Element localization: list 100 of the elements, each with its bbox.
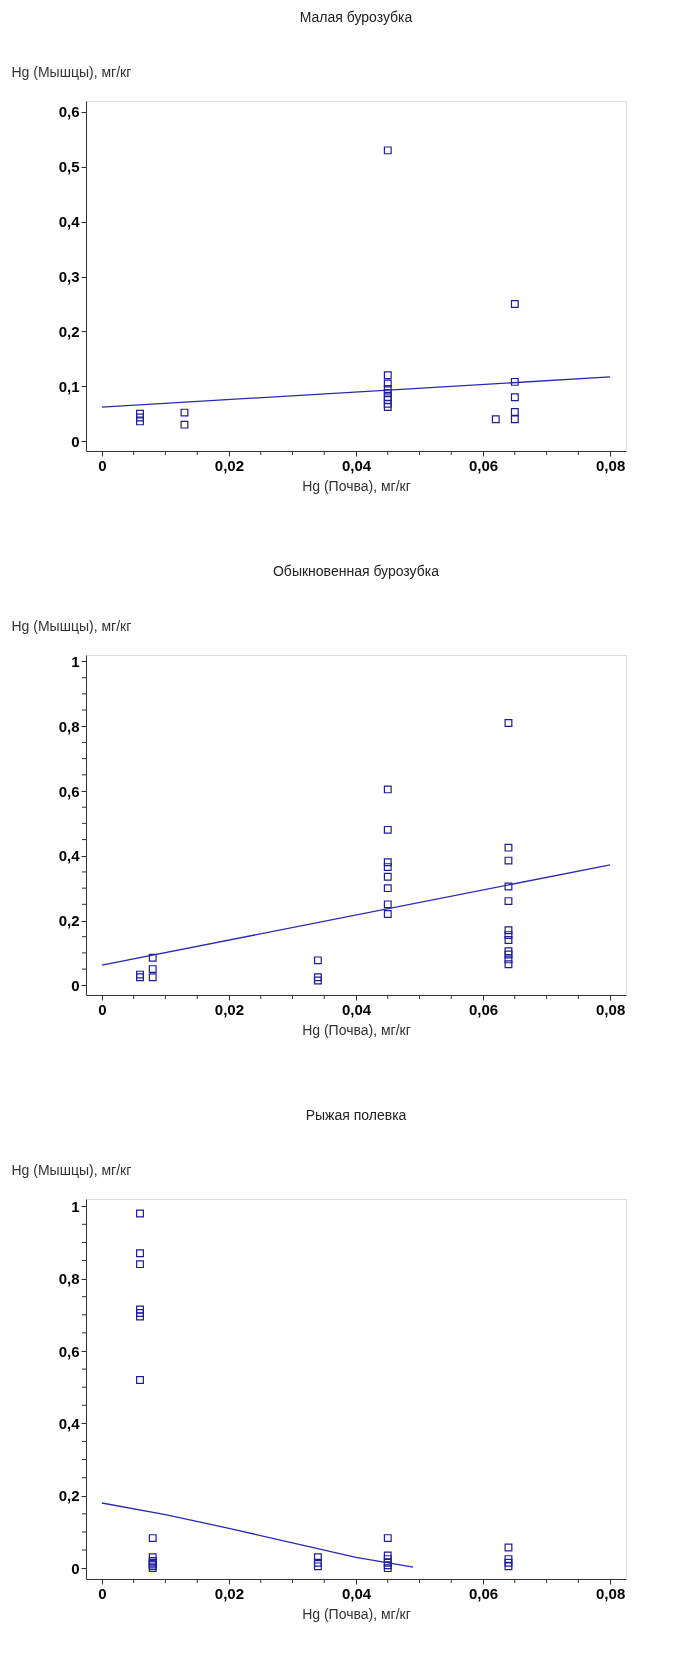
- point: [504, 1555, 513, 1564]
- x-tick-label: 0,06: [468, 1000, 499, 1018]
- y-tick-label: 0: [71, 976, 80, 994]
- point: [383, 1564, 392, 1573]
- point: [136, 413, 144, 422]
- chart-title: Малая бурозубка: [299, 9, 413, 25]
- point: [148, 1534, 157, 1543]
- point: [504, 931, 513, 940]
- x-tick-label: 0,04: [341, 1584, 372, 1602]
- point: [383, 379, 392, 388]
- y-tick-label: 0,6: [58, 782, 80, 800]
- point: [180, 408, 189, 417]
- y-tick-label: 0,4: [58, 1414, 81, 1432]
- point: [383, 825, 392, 834]
- point: [383, 872, 392, 881]
- x-tick-label: 0,04: [341, 1000, 372, 1018]
- x-axis-title: Hg (Почва), мг/кг: [302, 477, 411, 494]
- point: [313, 956, 322, 965]
- point: [313, 1553, 322, 1562]
- y-axis-title: Hg (Мышцы), мг/кг: [11, 63, 132, 80]
- point: [383, 1561, 392, 1570]
- chart-title: Обыкновенная бурозубка: [272, 563, 440, 579]
- point: [510, 300, 519, 308]
- x-tick-label: 0,02: [214, 456, 245, 474]
- point: [504, 950, 513, 959]
- x-axis-title: Hg (Почва), мг/кг: [302, 1021, 411, 1038]
- point: [383, 910, 392, 918]
- point: [504, 1558, 513, 1567]
- point: [383, 399, 392, 408]
- point: [383, 1551, 392, 1560]
- point: [383, 1558, 392, 1567]
- point: [148, 953, 157, 962]
- point: [148, 973, 157, 982]
- x-tick-label: 0,04: [341, 456, 372, 474]
- point: [383, 863, 392, 872]
- point: [383, 785, 392, 794]
- y-tick-label: 0,8: [58, 717, 80, 735]
- point: [136, 1209, 144, 1218]
- point: [313, 1558, 322, 1567]
- point: [383, 1534, 392, 1543]
- point: [504, 897, 513, 906]
- point: [504, 856, 513, 865]
- point: [136, 1305, 144, 1314]
- point: [313, 976, 322, 985]
- y-tick-label: 0,1: [58, 377, 80, 395]
- y-tick-label: 0,8: [58, 1270, 80, 1288]
- point: [504, 1543, 513, 1552]
- point: [136, 1376, 144, 1384]
- point: [313, 973, 322, 982]
- point: [136, 973, 144, 982]
- y-tick-label: 0,4: [58, 847, 81, 865]
- point: [383, 403, 392, 412]
- y-tick-label: 0: [71, 1559, 80, 1577]
- point: [136, 1309, 144, 1317]
- point: [383, 385, 392, 393]
- x-tick-label: 0,06: [468, 1584, 499, 1602]
- point: [504, 719, 513, 727]
- y-tick-label: 0,2: [58, 1487, 80, 1505]
- point: [510, 408, 519, 416]
- point: [504, 936, 513, 944]
- x-tick-label: 0: [98, 1584, 107, 1602]
- point: [383, 146, 392, 155]
- y-axis-title: Hg (Мышцы), мг/кг: [11, 1161, 132, 1178]
- point: [313, 1562, 322, 1571]
- point: [510, 393, 519, 402]
- y-tick-label: 0,4: [58, 213, 81, 231]
- point: [136, 409, 144, 418]
- point: [504, 1562, 513, 1571]
- x-tick-label: 0: [98, 456, 107, 474]
- point: [491, 415, 500, 424]
- point: [383, 858, 392, 867]
- y-tick-label: 0,6: [58, 103, 80, 121]
- y-tick-label: 0,2: [58, 322, 80, 340]
- y-tick-label: 0,3: [58, 268, 80, 286]
- point: [504, 960, 513, 969]
- point: [136, 1260, 144, 1269]
- y-tick-label: 1: [71, 1197, 80, 1215]
- point: [504, 926, 513, 935]
- point: [136, 1312, 144, 1321]
- point: [136, 1249, 144, 1258]
- y-axis-title: Hg (Мышцы), мг/кг: [11, 617, 132, 634]
- point: [510, 415, 519, 424]
- point: [148, 1553, 157, 1562]
- line-series: [101, 1502, 414, 1568]
- x-tick-label: 0,02: [214, 1584, 245, 1602]
- x-tick-label: 0,08: [596, 456, 626, 474]
- x-tick-label: 0,08: [596, 1584, 626, 1602]
- x-axis-title: Hg (Почва), мг/кг: [302, 1605, 411, 1622]
- x-tick-label: 0: [98, 1000, 107, 1018]
- y-tick-label: 0: [71, 432, 80, 450]
- point: [148, 965, 157, 974]
- point: [504, 955, 513, 964]
- y-tick-label: 0,6: [58, 1342, 80, 1360]
- point: [383, 884, 392, 893]
- point: [136, 970, 144, 979]
- x-tick-label: 0,02: [214, 1000, 245, 1018]
- chart-title: Рыжая полевка: [305, 1107, 407, 1123]
- y-tick-label: 0,5: [58, 158, 80, 176]
- point: [504, 947, 513, 956]
- point: [180, 420, 189, 429]
